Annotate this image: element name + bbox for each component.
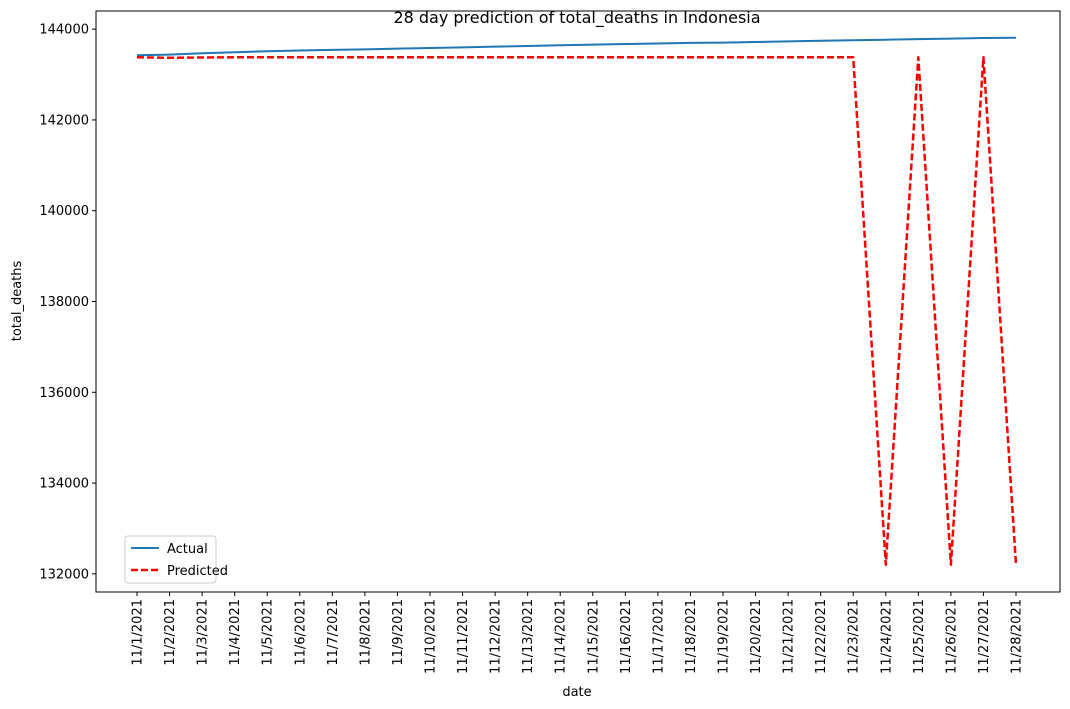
y-tick-label: 134000	[39, 477, 89, 492]
x-tick-label: 11/11/2021	[456, 599, 471, 674]
x-tick-label: 11/5/2021	[261, 599, 276, 666]
legend: Actual Predicted	[124, 535, 228, 584]
x-axis-label: date	[562, 685, 591, 700]
x-tick-label: 11/21/2021	[782, 599, 797, 674]
legend-label-predicted: Predicted	[167, 564, 228, 579]
y-tick-label: 132000	[39, 567, 89, 582]
x-tick-label: 11/4/2021	[228, 599, 243, 666]
chart-title: 28 day prediction of total_deaths in Ind…	[393, 8, 760, 28]
y-tick-label: 138000	[39, 295, 89, 310]
x-tick-label: 11/6/2021	[293, 599, 308, 666]
x-tick-label: 11/28/2021	[1010, 599, 1025, 674]
x-tick-label: 11/16/2021	[619, 599, 634, 674]
x-tick-label: 11/7/2021	[326, 599, 341, 666]
x-tick-label: 11/26/2021	[944, 599, 959, 674]
y-tick-label: 136000	[39, 386, 89, 401]
x-tick-label: 11/3/2021	[196, 599, 211, 666]
x-tick-label: 11/12/2021	[489, 599, 504, 674]
legend-label-actual: Actual	[167, 542, 208, 557]
y-tick-label: 142000	[39, 113, 89, 128]
x-tick-label: 11/25/2021	[912, 599, 927, 674]
series-line-actual	[136, 36, 1017, 57]
x-tick-label: 11/22/2021	[814, 599, 829, 674]
x-tick-label: 11/20/2021	[749, 599, 764, 674]
x-tick-label: 11/9/2021	[391, 599, 406, 666]
y-axis-label: total_deaths	[10, 261, 25, 342]
x-tick-label: 11/17/2021	[651, 599, 666, 674]
y-tick-label: 140000	[39, 204, 89, 219]
x-tick-label: 11/8/2021	[358, 599, 373, 666]
x-tick-label: 11/24/2021	[879, 599, 894, 674]
y-tick-label: 144000	[39, 23, 89, 38]
x-tick-label: 11/10/2021	[424, 599, 439, 674]
x-axis: 11/1/2021 11/2/2021 11/3/2021 11/4/2021 11/5…	[131, 592, 1025, 674]
x-tick-label: 11/2/2021	[163, 599, 178, 666]
series-lines	[136, 36, 1018, 567]
x-tick-label: 11/15/2021	[586, 599, 601, 674]
x-tick-label: 11/13/2021	[521, 599, 536, 674]
x-tick-label: 11/27/2021	[977, 599, 992, 674]
series-line-predicted	[136, 56, 1018, 567]
x-tick-label: 11/14/2021	[554, 599, 569, 674]
x-tick-label: 11/1/2021	[131, 599, 146, 666]
x-tick-label: 11/23/2021	[847, 599, 862, 674]
x-tick-label: 11/19/2021	[717, 599, 732, 674]
y-axis: 132000 134000 136000 138000 140000 142000 1440…	[39, 23, 96, 582]
x-tick-label: 11/18/2021	[684, 599, 699, 674]
